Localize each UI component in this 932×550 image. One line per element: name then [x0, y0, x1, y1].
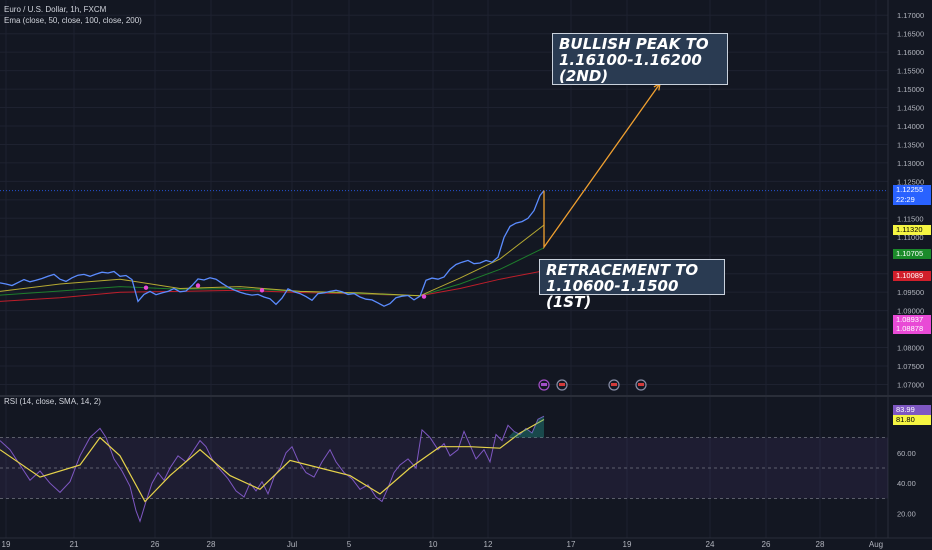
time-tick-label: 21 [70, 540, 79, 549]
time-tick-label: 10 [429, 540, 438, 549]
projection-arrow [543, 83, 661, 250]
price-tick-label: 1.07500 [897, 362, 924, 371]
pink-level-b-label: 1.08878 [893, 324, 931, 334]
time-tick-label: 28 [816, 540, 825, 549]
time-tick-label: 17 [567, 540, 576, 549]
cross-marker [259, 288, 265, 293]
price-tick-label: 1.16000 [897, 48, 924, 57]
event-icon-fill [611, 383, 617, 386]
time-tick-label: 19 [623, 540, 632, 549]
retracement-annotation[interactable]: RETRACEMENT TO 1.10600-1.1500 (1ST) [539, 259, 725, 310]
rsi-line-rsi [0, 415, 545, 523]
rsi-line-sma [0, 418, 545, 503]
ema-indicator-label[interactable]: Ema (close, 50, close, 100, close, 200) [4, 16, 142, 25]
ema-line-ema-200 [0, 270, 545, 302]
event-icon-fill [559, 383, 565, 386]
time-tick-label: 5 [347, 540, 352, 549]
rsi-value-label: 83.99 [893, 405, 931, 415]
cross-marker [143, 285, 149, 290]
price-tick-label: 1.09000 [897, 307, 924, 316]
price-tick-label: 1.13000 [897, 159, 924, 168]
price-tick-label: 1.09500 [897, 288, 924, 297]
rsi-tick-label: 40.00 [897, 479, 916, 488]
rsi-tick-label: 60.00 [897, 449, 916, 458]
rsi-overbought-fill [508, 416, 544, 438]
bar-countdown-label: 22:29 [893, 195, 931, 205]
price-tick-label: 1.16500 [897, 30, 924, 39]
bullish-peak-annotation[interactable]: BULLISH PEAK TO 1.16100-1.16200 (2ND) [552, 33, 728, 85]
price-tick-label: 1.15500 [897, 67, 924, 76]
price-tick-label: 1.17000 [897, 11, 924, 20]
ema-line-ema-50 [0, 224, 545, 297]
price-tick-label: 1.11500 [897, 214, 924, 223]
price-tick-label: 1.14500 [897, 104, 924, 113]
ema50-price-label: 1.11320 [893, 225, 931, 235]
ema100-price-label: 1.10705 [893, 249, 931, 259]
price-tick-label: 1.11000 [897, 233, 924, 242]
price-tick-label: 1.07000 [897, 380, 924, 389]
time-tick-label: 12 [484, 540, 493, 549]
event-flag-icon [556, 379, 568, 391]
event-flash-icon [538, 379, 550, 391]
time-tick-label: Jul [287, 540, 297, 549]
rsi-indicator-label[interactable]: RSI (14, close, SMA, 14, 2) [4, 397, 101, 406]
time-tick-label: 19 [2, 540, 11, 549]
price-tick-label: 1.15000 [897, 85, 924, 94]
last-price-label: 1.12255 [893, 185, 931, 195]
event-icon-fill [638, 383, 644, 386]
pink-level-a-label: 1.08937 [893, 315, 931, 325]
event-flag-icon [608, 379, 620, 391]
time-tick-label: Aug [869, 540, 883, 549]
event-flag-icon [635, 379, 647, 391]
event-icon-fill [541, 383, 547, 386]
time-tick-label: 28 [207, 540, 216, 549]
price-tick-label: 1.08000 [897, 344, 924, 353]
symbol-title: Euro / U.S. Dollar, 1h, FXCM [4, 5, 107, 14]
price-line [0, 190, 545, 307]
price-tick-label: 1.14000 [897, 122, 924, 131]
ema200-price-label: 1.10089 [893, 271, 931, 281]
time-tick-label: 24 [706, 540, 715, 549]
time-tick-label: 26 [151, 540, 160, 549]
price-tick-label: 1.12500 [897, 177, 924, 186]
rsi-tick-label: 20.00 [897, 510, 916, 519]
price-tick-label: 1.13500 [897, 140, 924, 149]
time-tick-label: 26 [762, 540, 771, 549]
rsi-sma-value-label: 81.80 [893, 415, 931, 425]
cross-marker [195, 283, 201, 288]
cross-marker [421, 294, 427, 299]
